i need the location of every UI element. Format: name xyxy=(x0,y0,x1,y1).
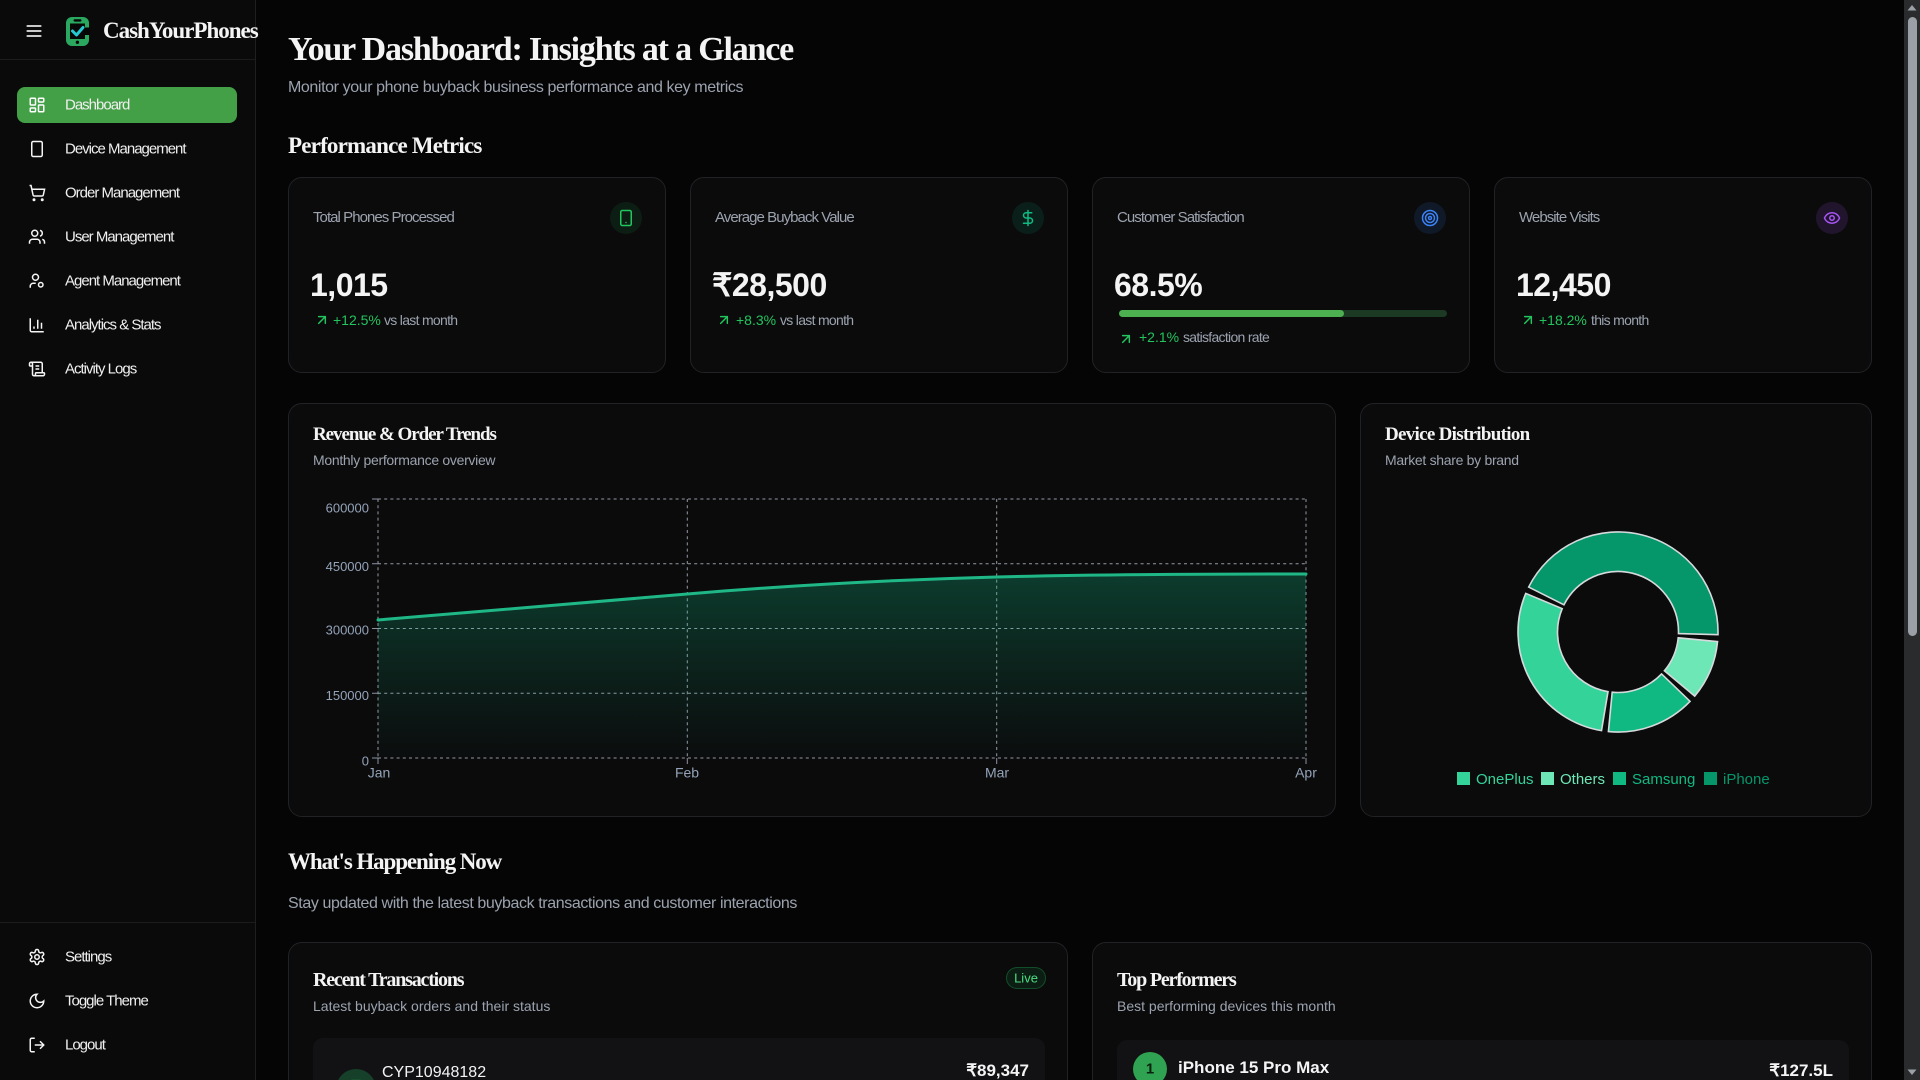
svg-text:OnePlus: OnePlus xyxy=(1476,771,1534,788)
svg-text:300000: 300000 xyxy=(326,623,369,638)
svg-text:Apr: Apr xyxy=(1295,764,1317,780)
svg-text:Samsung: Samsung xyxy=(1632,771,1695,788)
svg-text:Jan: Jan xyxy=(368,764,391,780)
svg-text:Mar: Mar xyxy=(985,764,1009,780)
svg-text:600000: 600000 xyxy=(326,501,369,516)
svg-text:Others: Others xyxy=(1560,771,1605,788)
svg-text:Feb: Feb xyxy=(675,764,699,780)
svg-text:450000: 450000 xyxy=(326,559,369,574)
svg-text:iPhone: iPhone xyxy=(1723,771,1770,788)
svg-text:150000: 150000 xyxy=(326,688,369,703)
svg-text:0: 0 xyxy=(362,753,369,768)
